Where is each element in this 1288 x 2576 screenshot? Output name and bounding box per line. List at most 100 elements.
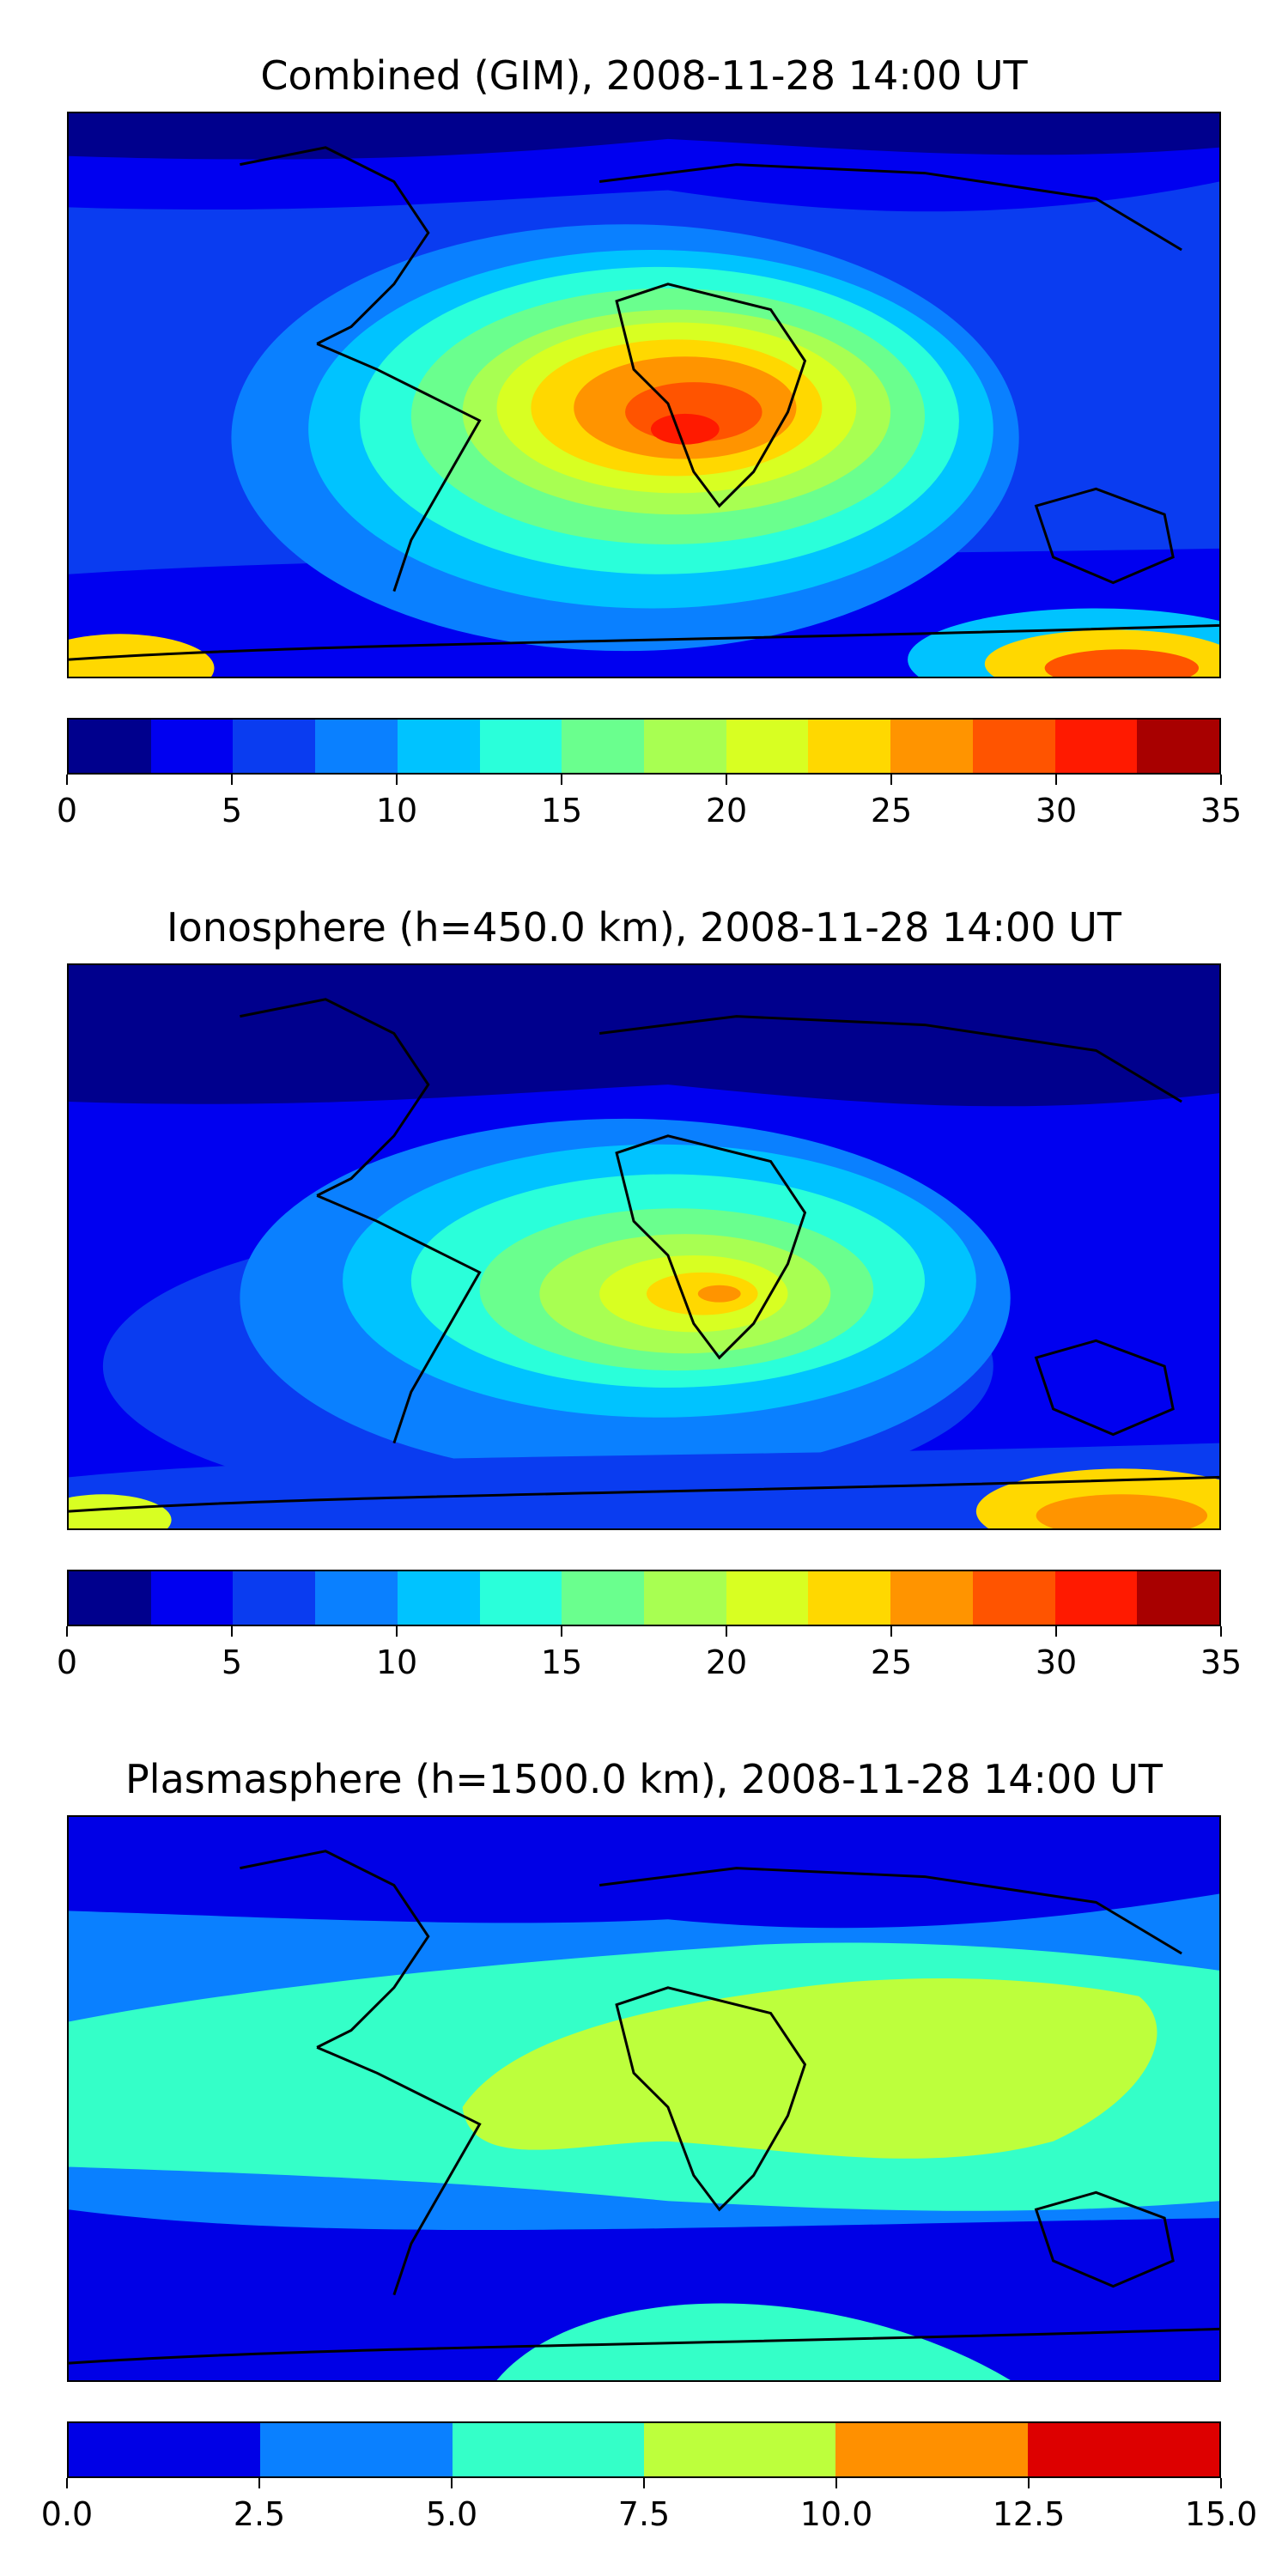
colorbar-segment [726, 1571, 809, 1625]
colorbar-tick-mark [890, 775, 892, 785]
colorbar-tick-mark [561, 775, 562, 785]
colorbar-segment [69, 2423, 261, 2476]
colorbar-tick-mark [231, 1626, 233, 1637]
south-lobe-high [1044, 649, 1200, 677]
colorbar-tick-label: 20 [705, 792, 748, 829]
colorbar-segment [972, 1571, 1055, 1625]
antarctica-coast [69, 1475, 1219, 1513]
panel-2-title: Ionosphere (h=450.0 km), 2008-11-28 14:0… [167, 904, 1121, 951]
colorbar-tick-label: 10 [375, 1643, 418, 1681]
colorbar-segment [260, 2423, 453, 2476]
coastlines [69, 146, 1219, 661]
australia-coast [1034, 487, 1175, 585]
colorbar-segment [1027, 2423, 1219, 2476]
contour-25 [697, 1285, 741, 1303]
colorbar-segment [644, 720, 726, 773]
colorbar-segment [150, 1571, 234, 1625]
south-america-coast [316, 342, 482, 592]
colorbar-tick-label: 5 [221, 1643, 243, 1681]
panel-1-colorbar [67, 718, 1221, 775]
panel-2-colorbar [67, 1570, 1221, 1626]
colorbar-tick-mark [1220, 1626, 1222, 1637]
colorbar-segment [150, 720, 234, 773]
australia-coast [1034, 1339, 1175, 1437]
south-band [69, 1443, 1219, 1528]
colorbar-segment [315, 720, 398, 773]
colorbar-segment [397, 720, 480, 773]
north-america-coast [240, 146, 430, 345]
contour-32-5 [650, 413, 720, 445]
panel-1-map [67, 112, 1221, 678]
coastlines [69, 998, 1219, 1513]
colorbar-tick-label: 20 [705, 1643, 748, 1681]
colorbar-tick-mark [1028, 2478, 1030, 2488]
colorbar-tick-label: 15 [540, 792, 583, 829]
colorbar-segment [452, 2423, 644, 2476]
north-cap [69, 965, 1219, 1107]
colorbar-segment [69, 720, 151, 773]
panel-3-contour-map [69, 1817, 1219, 2380]
colorbar-tick-label: 30 [1035, 1643, 1078, 1681]
colorbar-tick-mark [396, 1626, 398, 1637]
coastlines [69, 1850, 1219, 2365]
colorbar-tick-label: 25 [870, 1643, 913, 1681]
panel-3-colorbar-ticks: 0.0 2.5 5.0 7.5 10.0 12.5 15.0 [41, 2478, 1257, 2533]
antarctica-coast [69, 2327, 1219, 2365]
eurasia-coast [598, 1867, 1182, 1955]
australia-coast [1034, 2190, 1175, 2288]
colorbar-segment [397, 1571, 480, 1625]
colorbar-tick-mark [66, 775, 68, 785]
colorbar-tick-label: 25 [870, 792, 913, 829]
colorbar-segment [643, 2423, 836, 2476]
colorbar-tick-mark [66, 2478, 68, 2488]
colorbar-segment [562, 720, 645, 773]
colorbar-segment [835, 2423, 1028, 2476]
colorbar-segment [1137, 720, 1220, 773]
north-america-coast [240, 998, 430, 1197]
colorbar-segment [808, 720, 891, 773]
colorbar-tick-label: 15 [540, 1643, 583, 1681]
band-7-5 [462, 1978, 1157, 2159]
colorbar-segment [726, 720, 809, 773]
panel-2-contour-map [69, 965, 1219, 1528]
africa-coast [615, 1986, 807, 2212]
colorbar-segment [890, 720, 973, 773]
colorbar-segment [1054, 720, 1138, 773]
eurasia-coast [598, 1015, 1182, 1103]
colorbar-tick-label: 7.5 [617, 2495, 671, 2533]
south-lobe-peak [1036, 1494, 1208, 1528]
colorbar-tick-label: 30 [1035, 792, 1078, 829]
colorbar-segment [1054, 1571, 1138, 1625]
south-america-coast [316, 2045, 482, 2296]
colorbar-segment [808, 1571, 891, 1625]
south-america-coast [316, 1194, 482, 1444]
panel-3-title: Plasmasphere (h=1500.0 km), 2008-11-28 1… [125, 1756, 1163, 1802]
north-america-coast [240, 1850, 430, 2049]
colorbar-segment [479, 720, 562, 773]
colorbar-segment [479, 1571, 562, 1625]
eurasia-coast [598, 163, 1182, 252]
panel-1-title: Combined (GIM), 2008-11-28 14:00 UT [260, 52, 1028, 99]
colorbar-tick-label: 10.0 [799, 2495, 873, 2533]
colorbar-tick-label: 10 [375, 792, 418, 829]
colorbar-tick-mark [726, 1626, 727, 1637]
colorbar-tick-mark [1055, 775, 1057, 785]
colorbar-tick-mark [835, 2478, 837, 2488]
north-cap [69, 113, 1219, 160]
colorbar-tick-mark [890, 1626, 892, 1637]
colorbar-tick-mark [258, 2478, 260, 2488]
colorbar-tick-label: 12.5 [992, 2495, 1066, 2533]
africa-coast [615, 1134, 807, 1360]
colorbar-segment [69, 1571, 151, 1625]
colorbar-segment [890, 1571, 973, 1625]
colorbar-tick-mark [643, 2478, 645, 2488]
colorbar-tick-mark [561, 1626, 562, 1637]
colorbar-tick-label: 35 [1200, 792, 1242, 829]
south-west-lobe [69, 1494, 172, 1528]
colorbar-tick-label: 5.0 [425, 2495, 478, 2533]
colorbar-segment [562, 1571, 645, 1625]
panel-3-map [67, 1815, 1221, 2382]
colorbar-tick-label: 0 [56, 1643, 78, 1681]
colorbar-tick-label: 15.0 [1184, 2495, 1258, 2533]
colorbar-tick-label: 0 [56, 792, 78, 829]
